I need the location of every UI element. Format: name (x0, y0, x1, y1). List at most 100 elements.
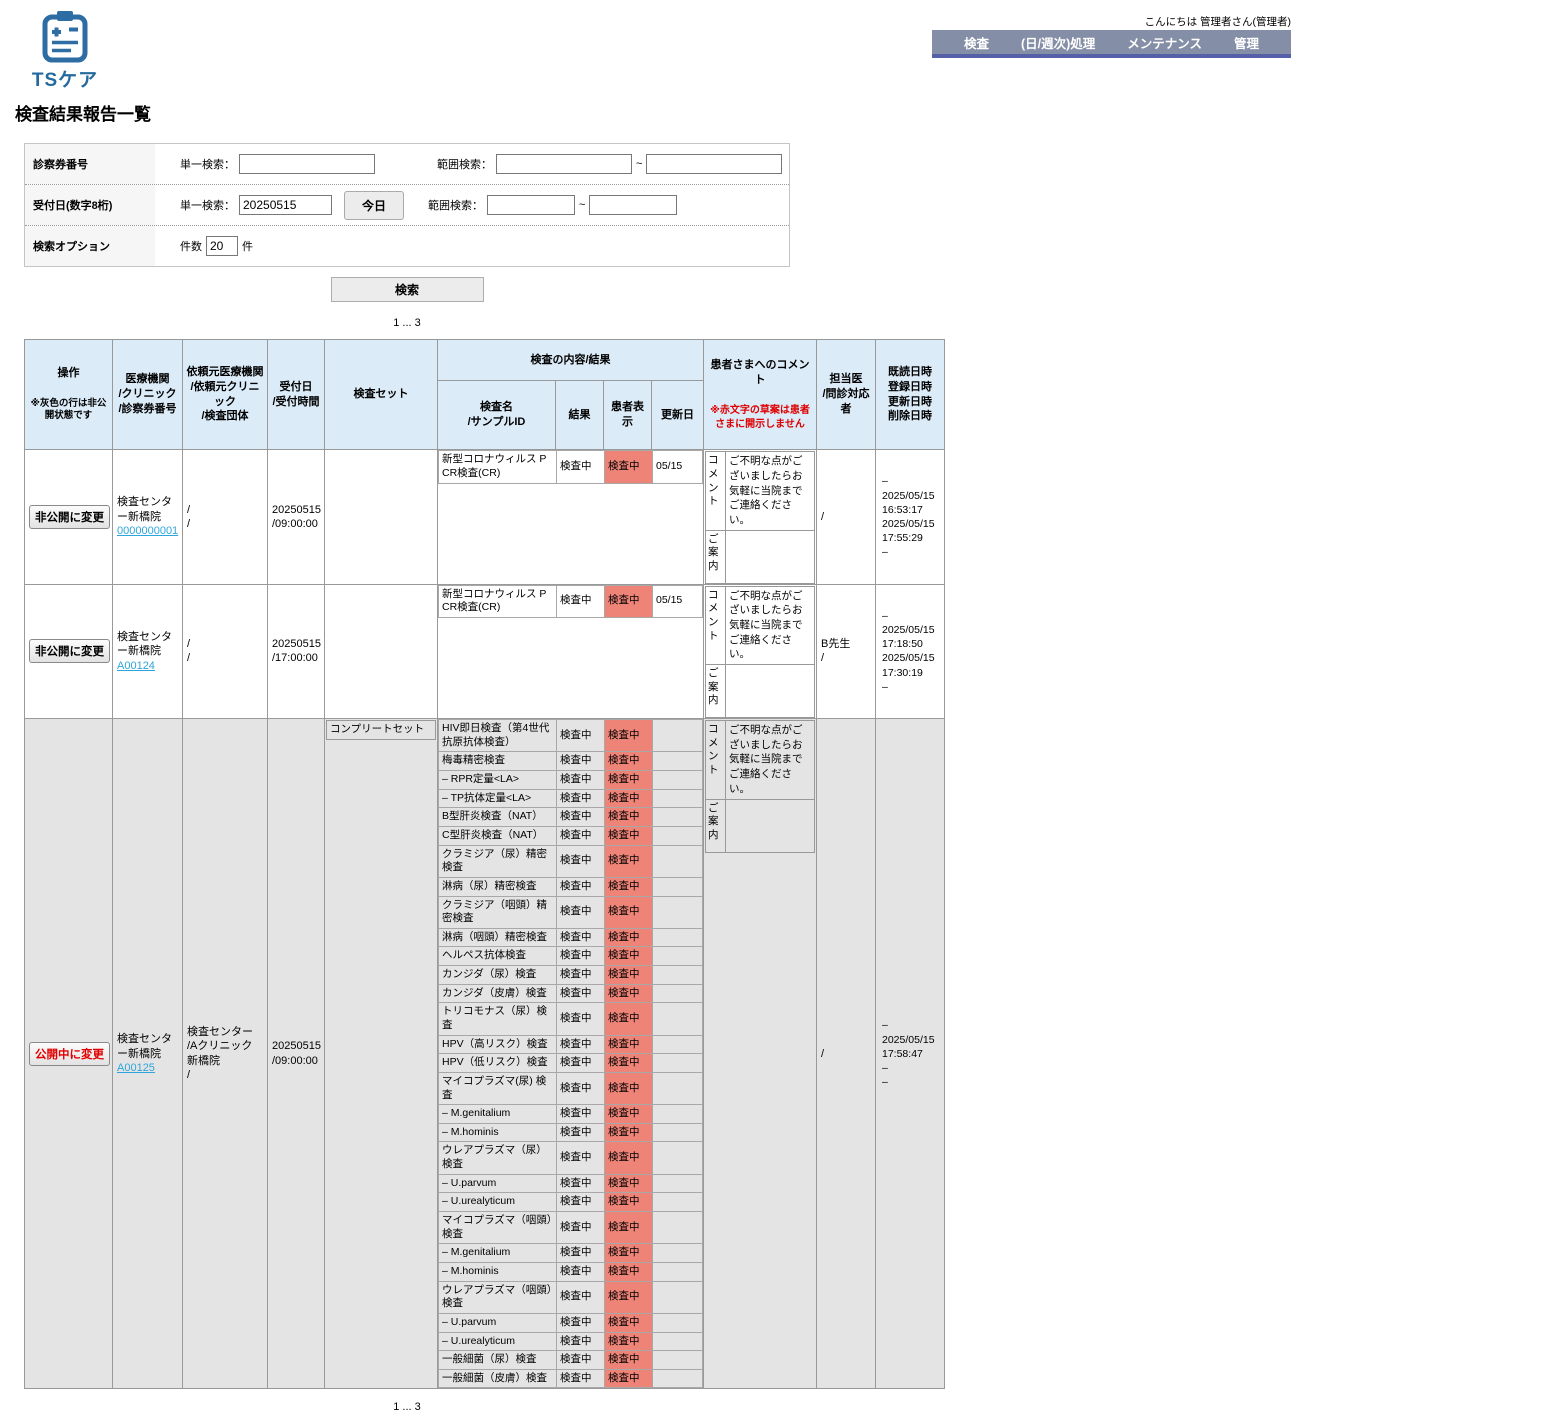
nav-item-inspection[interactable]: 検査 (964, 36, 990, 51)
test-row: トリコモナス（尿）検査 検査中 検査中 (438, 1002, 703, 1036)
test-update-date (652, 1261, 703, 1282)
test-row: C型肝炎検査（NAT） 検査中 検査中 (438, 825, 703, 846)
test-result: 検査中 (556, 1122, 605, 1143)
patient-display-status: 検査中 (604, 1261, 653, 1282)
single-search-label: 単一検索： (180, 200, 235, 212)
test-name: – U.parvum (438, 1173, 557, 1194)
test-name: – U.urealyticum (438, 1192, 557, 1213)
patient-display-status: 検査中 (604, 1211, 653, 1245)
test-row: 梅毒精密検査 検査中 検査中 (438, 751, 703, 772)
test-row: B型肝炎検査（NAT） 検査中 検査中 (438, 807, 703, 827)
test-result: 検査中 (556, 983, 605, 1004)
test-result: 検査中 (556, 1350, 605, 1370)
search-options-label: 検索オプション (25, 226, 155, 266)
patient-display-status: 検査中 (604, 450, 653, 484)
comment-cell: コメント ご不明な点がございましたらお気軽に当院までご連絡ください。 ご案内 (703, 718, 817, 1390)
test-row: クラミジア（尿）精密検査 検査中 検査中 (438, 844, 703, 878)
comment-cell: コメント ご不明な点がございましたらお気軽に当院までご連絡ください。 ご案内 (703, 583, 817, 720)
patient-card-link[interactable]: A00124 (117, 659, 155, 672)
search-button[interactable]: 検索 (330, 277, 484, 302)
patient-display-status: 検査中 (604, 895, 653, 929)
patient-display-status: 検査中 (604, 1331, 653, 1352)
tests-cell: 新型コロナウィルス PCR検査(CR) 検査中 検査中 05/15 (437, 583, 704, 720)
test-update-date (652, 1350, 703, 1370)
test-update-date (652, 1173, 703, 1194)
test-update-date: 05/15 (652, 584, 703, 618)
reception-datetime: 20250515 /17:00:00 (272, 638, 321, 665)
reception-date-range-to-input[interactable] (589, 195, 678, 215)
pagination-top[interactable]: 1 ... 3 (393, 317, 421, 329)
record-datetimes: – 2025/05/15 16:53:17 2025/05/15 17:55:2… (882, 475, 935, 559)
test-set-cell (324, 449, 438, 585)
set-private-button[interactable]: 非公開に変更 (29, 504, 110, 529)
test-name: C型肝炎検査（NAT） (438, 825, 557, 846)
test-name: クラミジア（尿）精密検査 (438, 844, 557, 878)
col-header-test-name: 検査名 /サンプルID (437, 380, 556, 451)
test-update-date (652, 927, 703, 948)
patient-display-status: 検査中 (604, 1002, 653, 1036)
test-result: 検査中 (556, 751, 605, 772)
test-name: 一般細菌（尿）検査 (438, 1350, 557, 1370)
today-button[interactable]: 今日 (344, 190, 405, 220)
test-update-date (652, 983, 703, 1004)
test-name: カンジダ（皮膚）検査 (438, 983, 557, 1004)
test-name: 一般細菌（皮膚）検査 (438, 1368, 557, 1389)
test-row: マイコプラズマ（咽頭）検査 検査中 検査中 (438, 1211, 703, 1245)
set-private-button[interactable]: 非公開に変更 (29, 639, 110, 664)
app-logo[interactable]: TSケア (28, 8, 102, 92)
institution-name: 検査センター新橋院 (117, 496, 172, 523)
card-number-single-input[interactable] (239, 154, 375, 174)
pagination-bottom[interactable]: 1 ... 3 (393, 1401, 421, 1414)
test-update-date (652, 1368, 703, 1389)
set-public-button[interactable]: 公開中に変更 (29, 1041, 110, 1066)
test-name: 淋病（咽頭）精密検査 (438, 927, 557, 948)
test-result: 検査中 (556, 1280, 605, 1314)
test-row: クラミジア（咽頭）精密検査 検査中 検査中 (438, 895, 703, 929)
guide-label: ご案内 (706, 530, 726, 583)
test-name: B型肝炎検査（NAT） (438, 807, 557, 827)
search-form: 診察券番号 単一検索： 範囲検索： ~ 受付日(数字8桁) 単一検索： 今日 範… (24, 143, 790, 267)
test-result: 検査中 (556, 927, 605, 948)
test-row: – TP抗体定量<LA> 検査中 検査中 (438, 788, 703, 809)
clipboard-icon (42, 11, 88, 63)
count-input[interactable] (206, 236, 238, 256)
test-row: – U.parvum 検査中 検査中 (438, 1173, 703, 1194)
test-result: 検査中 (556, 1192, 605, 1213)
nav-item-daily-weekly[interactable]: (日/週次)処理 (1020, 36, 1096, 51)
card-number-range-to-input[interactable] (646, 154, 783, 174)
card-number-range-from-input[interactable] (496, 154, 632, 174)
test-result: 検査中 (556, 1034, 605, 1055)
nav-item-maintenance[interactable]: メンテナンス (1127, 36, 1202, 51)
test-row: HPV（高リスク）検査 検査中 検査中 (438, 1034, 703, 1055)
test-row: HPV（低リスク）検査 検査中 検査中 (438, 1053, 703, 1073)
test-set-cell: コンプリートセット (324, 718, 438, 1390)
count-label: 件数 (180, 241, 202, 253)
patient-display-status: 検査中 (604, 1141, 653, 1175)
test-update-date (652, 895, 703, 929)
test-row: 新型コロナウィルス PCR検査(CR) 検査中 検査中 05/15 (438, 450, 703, 484)
patient-display-status: 検査中 (604, 1243, 653, 1263)
patient-card-link[interactable]: A00125 (117, 1061, 155, 1074)
patient-display-status: 検査中 (604, 946, 653, 967)
test-update-date (652, 770, 703, 790)
test-update-date (652, 1034, 703, 1055)
tilde-separator: ~ (636, 158, 643, 170)
main-nav: 検査 (日/週次)処理 メンテナンス 管理 (932, 30, 1291, 58)
test-name: ウレアプラズマ（尿）検査 (438, 1141, 557, 1175)
patient-card-link[interactable]: 0000000001 (117, 525, 179, 538)
card-number-label: 診察券番号 (25, 144, 155, 184)
test-update-date: 05/15 (652, 450, 703, 484)
col-header-update-date: 更新日 (651, 380, 704, 451)
test-update-date (652, 876, 703, 897)
nav-item-admin[interactable]: 管理 (1233, 36, 1259, 51)
col-header-reception: 受付日 /受付時間 (267, 338, 325, 451)
patient-display-status: 検査中 (604, 1280, 653, 1314)
patient-display-status: 検査中 (604, 770, 653, 790)
reception-date-range-from-input[interactable] (487, 195, 576, 215)
col-header-requester: 依頼元医療機関 /依頼元クリニック /検査団体 (182, 338, 268, 451)
test-update-date (652, 807, 703, 827)
reception-date-single-input[interactable] (239, 195, 332, 215)
test-update-date (652, 1053, 703, 1073)
test-update-date (652, 1104, 703, 1124)
requester-info: 検査センター /Aクリニック新橋院 / (187, 1026, 253, 1082)
